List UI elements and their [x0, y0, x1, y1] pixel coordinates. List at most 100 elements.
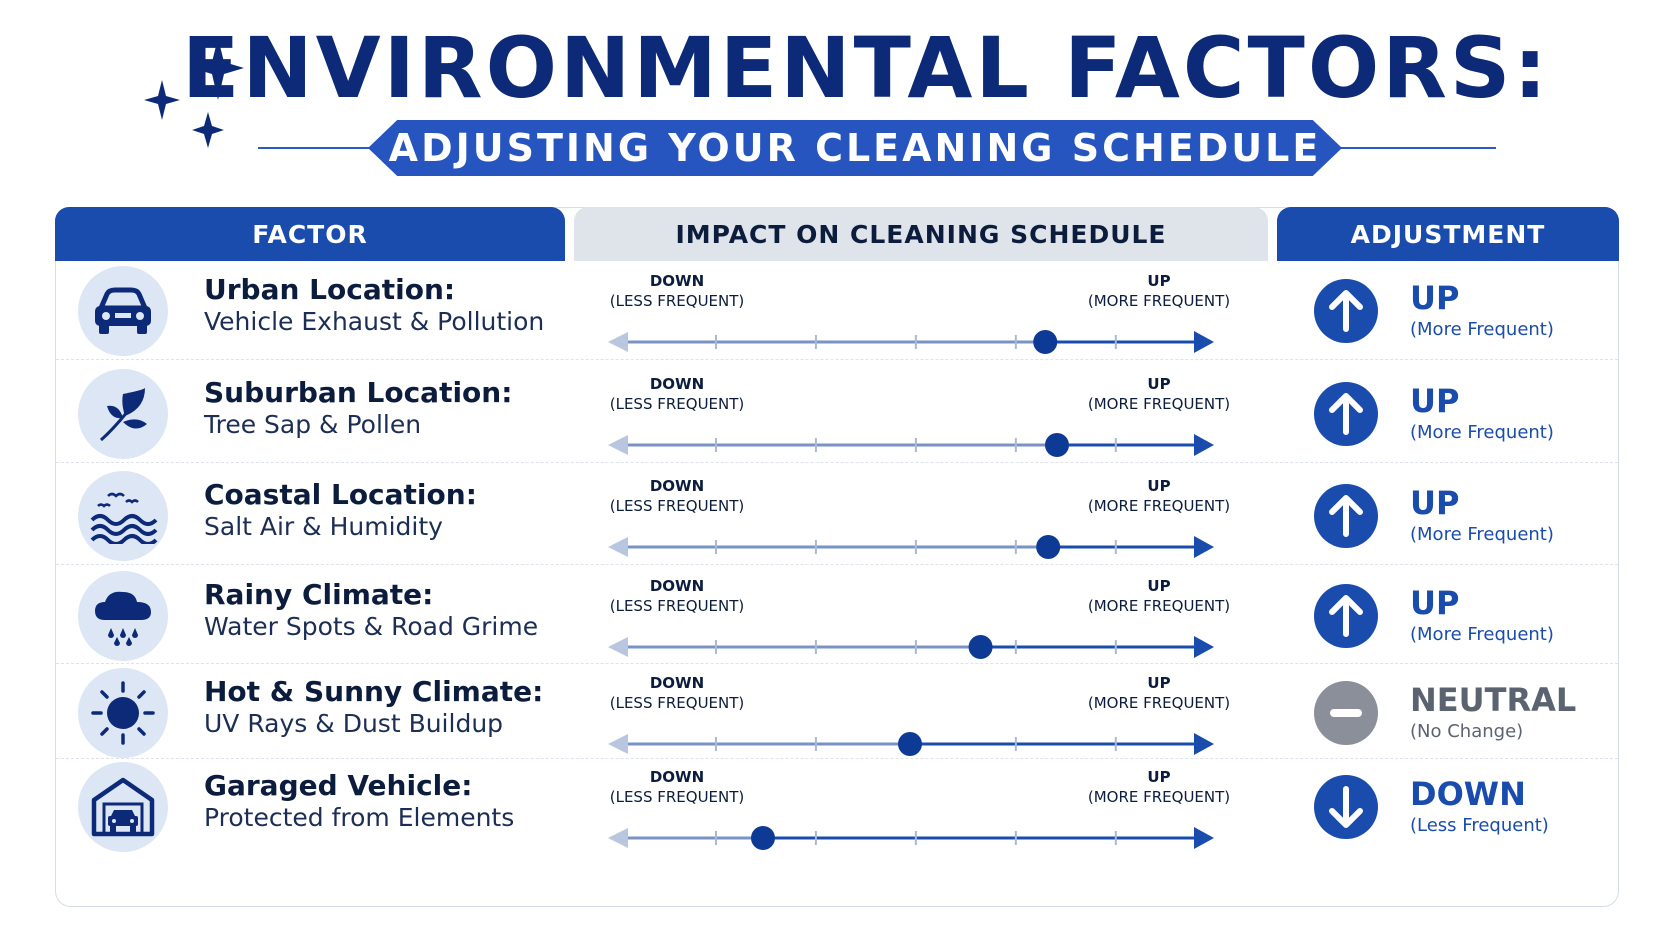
scale-up-text: UP — [1147, 477, 1171, 495]
adjustment-badge — [1314, 584, 1378, 648]
arrow-up-icon — [1329, 290, 1363, 332]
factor-name: Garaged Vehicle: — [204, 769, 473, 802]
rain-cloud-icon — [78, 571, 168, 661]
impact-marker — [1033, 330, 1058, 354]
scale-up-subtext: (MORE FREQUENT) — [1087, 497, 1231, 515]
scale-up-subtext: (MORE FREQUENT) — [1087, 694, 1231, 712]
impact-marker — [1045, 433, 1069, 457]
factor-description: UV Rays & Dust Buildup — [204, 709, 504, 738]
factor-name: Rainy Climate: — [204, 578, 434, 611]
adjustment-sublabel: (No Change) — [1410, 721, 1524, 742]
scale-down-text: DOWN — [649, 375, 705, 393]
scale-up-text: UP — [1147, 768, 1171, 786]
arrow-up-icon — [1329, 495, 1363, 537]
page-title: ENVIRONMENTAL FACTORS: — [181, 19, 1551, 117]
scale-arrow-left — [608, 637, 628, 657]
garage-icon — [78, 762, 168, 852]
factor-description: Water Spots & Road Grime — [204, 612, 539, 641]
table-row: Urban Location: Vehicle Exhaust & Pollut… — [56, 262, 1618, 360]
adjustment-label: UP — [1410, 279, 1460, 317]
factor-description: Tree Sap & Pollen — [204, 410, 422, 439]
arrow-down-icon — [1329, 786, 1363, 828]
scale-down-label: DOWN (LESS FREQUENT) — [592, 767, 762, 807]
factor-name: Suburban Location: — [204, 376, 513, 409]
scale-up-label: UP (MORE FREQUENT) — [1074, 476, 1244, 516]
adjustment-badge — [1314, 484, 1378, 548]
scale-up-text: UP — [1147, 674, 1171, 692]
header-impact: IMPACT ON CLEANING SCHEDULE — [574, 207, 1268, 261]
minus-icon — [1330, 709, 1362, 717]
adjustment-sublabel: (More Frequent) — [1410, 524, 1554, 545]
scale-up-text: UP — [1147, 272, 1171, 290]
scale-arrow-left — [608, 828, 628, 848]
factor-name: Hot & Sunny Climate: — [204, 675, 544, 708]
header-factor: FACTOR — [55, 207, 565, 261]
scale-down-subtext: (LESS FREQUENT) — [609, 292, 745, 310]
scale-arrow-right — [1194, 733, 1214, 755]
scale-down-text: DOWN — [649, 477, 705, 495]
scale-arrow-left — [608, 332, 628, 352]
impact-scale — [608, 433, 1214, 457]
subtitle-rule-left — [258, 147, 378, 149]
adjustment-sublabel: (More Frequent) — [1410, 624, 1554, 645]
factor-name: Urban Location: — [204, 273, 456, 306]
scale-arrow-right — [1194, 331, 1214, 353]
scale-down-text: DOWN — [649, 577, 705, 595]
adjustment-label: UP — [1410, 584, 1460, 622]
scale-down-text: DOWN — [649, 272, 705, 290]
arrow-up-icon — [1329, 595, 1363, 637]
leaf-icon — [78, 369, 168, 459]
adjustment-badge — [1314, 775, 1378, 839]
scale-down-label: DOWN (LESS FREQUENT) — [592, 576, 762, 616]
scale-down-label: DOWN (LESS FREQUENT) — [592, 673, 762, 713]
scale-down-subtext: (LESS FREQUENT) — [609, 497, 745, 515]
scale-up-label: UP (MORE FREQUENT) — [1074, 271, 1244, 311]
scale-up-subtext: (MORE FREQUENT) — [1087, 395, 1231, 413]
scale-up-subtext: (MORE FREQUENT) — [1087, 597, 1231, 615]
page-subtitle: ADJUSTING YOUR CLEANING SCHEDULE — [368, 120, 1342, 176]
impact-marker — [1036, 535, 1061, 559]
scale-arrow-right — [1194, 827, 1214, 849]
scale-arrow-left — [608, 435, 628, 455]
scale-up-subtext: (MORE FREQUENT) — [1087, 788, 1231, 806]
scale-down-subtext: (LESS FREQUENT) — [609, 694, 745, 712]
row-divider — [56, 663, 1618, 664]
sun-icon — [78, 668, 168, 758]
scale-up-label: UP (MORE FREQUENT) — [1074, 767, 1244, 807]
adjustment-label: UP — [1410, 382, 1460, 420]
adjustment-sublabel: (More Frequent) — [1410, 422, 1554, 443]
factor-name: Coastal Location: — [204, 478, 477, 511]
table-row: Suburban Location: Tree Sap & Pollen DOW… — [56, 365, 1618, 463]
table-row: Garaged Vehicle: Protected from Elements… — [56, 761, 1618, 853]
adjustment-label: DOWN — [1410, 775, 1526, 813]
car-icon — [78, 266, 168, 356]
scale-up-text: UP — [1147, 375, 1171, 393]
impact-scale — [608, 826, 1214, 850]
row-divider — [56, 758, 1618, 759]
adjustment-label: UP — [1410, 484, 1460, 522]
scale-down-text: DOWN — [649, 674, 705, 692]
header-adjustment: ADJUSTMENT — [1277, 207, 1619, 261]
scale-up-label: UP (MORE FREQUENT) — [1074, 576, 1244, 616]
subtitle-rule-right — [1330, 147, 1496, 149]
scale-up-label: UP (MORE FREQUENT) — [1074, 374, 1244, 414]
adjustment-badge — [1314, 681, 1378, 745]
scale-arrow-right — [1194, 536, 1214, 558]
row-divider — [56, 564, 1618, 565]
impact-scale — [608, 330, 1214, 354]
factor-description: Protected from Elements — [204, 803, 515, 832]
impact-marker — [898, 732, 922, 756]
scale-arrow-left — [608, 734, 628, 754]
scale-up-text: UP — [1147, 577, 1171, 595]
sparkles-icon — [144, 38, 244, 148]
waves-icon — [78, 471, 168, 561]
scale-down-label: DOWN (LESS FREQUENT) — [592, 476, 762, 516]
impact-marker — [968, 635, 993, 659]
row-divider — [56, 359, 1618, 360]
impact-scale — [608, 635, 1214, 659]
scale-down-label: DOWN (LESS FREQUENT) — [592, 271, 762, 311]
scale-up-label: UP (MORE FREQUENT) — [1074, 673, 1244, 713]
impact-scale — [608, 732, 1214, 756]
row-divider — [56, 462, 1618, 463]
scale-down-subtext: (LESS FREQUENT) — [609, 395, 745, 413]
